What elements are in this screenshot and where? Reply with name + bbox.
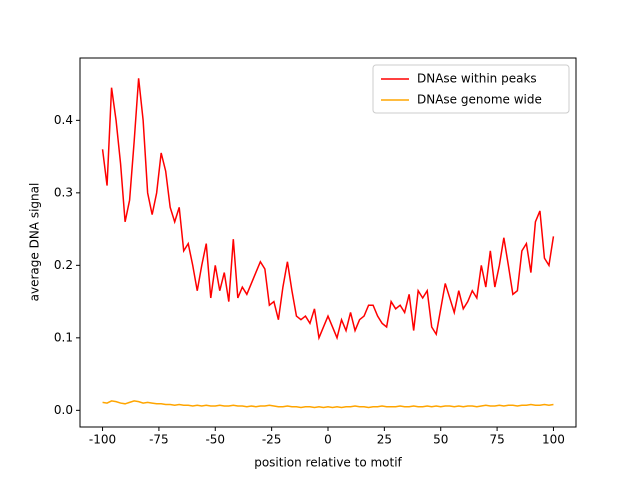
x-axis-label: position relative to motif [254, 456, 402, 470]
data-line [101, 78, 555, 341]
y-tick-label: 0.0 [54, 403, 73, 417]
x-tick-label: -25 [262, 433, 282, 447]
y-axis-label: average DNA signal [28, 183, 42, 302]
x-tick-label: -100 [89, 433, 116, 447]
x-tick-label: 50 [433, 433, 448, 447]
y-tick-label: 0.4 [54, 113, 73, 127]
y-tick-label: 0.1 [54, 330, 73, 344]
legend-label: DNAse genome wide [417, 93, 542, 107]
x-tick-label: 75 [489, 433, 504, 447]
y-tick-label: 0.2 [54, 258, 73, 272]
legend-label: DNAse within peaks [417, 72, 537, 86]
y-tick-label: 0.3 [54, 185, 73, 199]
x-tick-label: 0 [324, 433, 332, 447]
x-tick-label: 100 [542, 433, 565, 447]
x-tick-label: -50 [205, 433, 225, 447]
x-tick-label: -75 [149, 433, 169, 447]
legend-box [372, 64, 570, 114]
x-tick-label: 25 [377, 433, 392, 447]
data-line [102, 400, 554, 409]
